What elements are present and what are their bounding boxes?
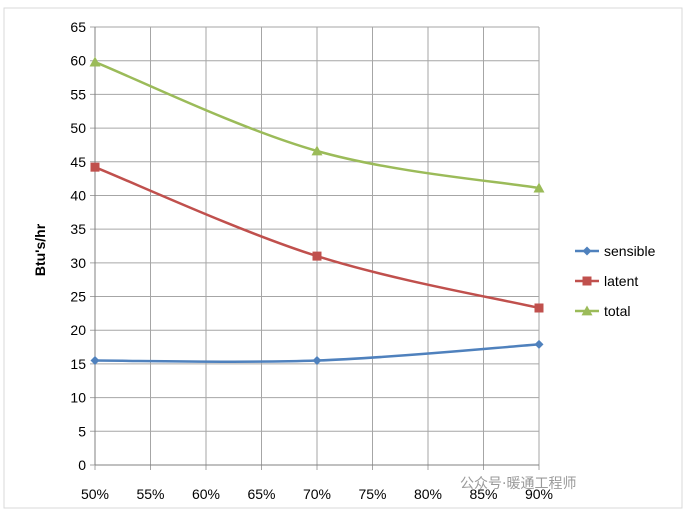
y-tick-label: 35 [70, 221, 86, 237]
data-point-latent [312, 251, 322, 261]
x-tick-label: 50% [81, 486, 109, 502]
y-axis-label: Btu's/hr [32, 223, 48, 276]
data-point-sensible [312, 356, 322, 366]
series-lines [89, 56, 545, 366]
y-tick-label: 15 [70, 356, 86, 372]
x-tick-label: 85% [469, 486, 497, 502]
data-point-latent [90, 162, 100, 172]
chart-border [3, 7, 683, 509]
legend-marker-sensible [582, 246, 592, 256]
watermark-text: 公众号·暖通工程师 [460, 476, 576, 492]
data-point-total [89, 56, 101, 67]
legend-label-latent: latent [604, 273, 638, 289]
x-tick-label: 60% [192, 486, 220, 502]
legend-marker-total [581, 305, 593, 316]
data-point-sensible [90, 356, 100, 366]
axes: 0 5 10 15 20 25 30 35 40 45 50 55 60 65 50% 55% 60% 65% 70… [70, 19, 553, 502]
data-point-latent [534, 303, 544, 313]
y-tick-label: 65 [70, 19, 86, 35]
legend-label-total: total [604, 303, 630, 319]
x-tick-label: 55% [136, 486, 164, 502]
legend: sensible latent total [575, 243, 656, 319]
data-point-total [311, 145, 323, 156]
x-tick-label: 75% [358, 486, 386, 502]
gridlines [90, 26, 540, 470]
data-point-sensible [534, 339, 544, 349]
legend-marker-latent [582, 276, 592, 286]
x-tick-label: 80% [414, 486, 442, 502]
y-tick-label: 5 [78, 423, 86, 439]
legend-label-sensible: sensible [604, 243, 656, 259]
y-tick-label: 50 [70, 120, 86, 136]
y-tick-label: 30 [70, 255, 86, 271]
data-point-total [533, 182, 545, 193]
y-tick-label: 60 [70, 53, 86, 69]
y-tick-label: 45 [70, 154, 86, 170]
y-tick-label: 40 [70, 187, 86, 203]
y-tick-label: 55 [70, 86, 86, 102]
x-tick-label: 70% [303, 486, 331, 502]
y-tick-label: 20 [70, 322, 86, 338]
y-tick-label: 25 [70, 289, 86, 305]
y-tick-label: 10 [70, 390, 86, 406]
x-tick-label: 90% [525, 486, 553, 502]
y-tick-label: 0 [78, 457, 86, 473]
x-tick-label: 65% [247, 486, 275, 502]
